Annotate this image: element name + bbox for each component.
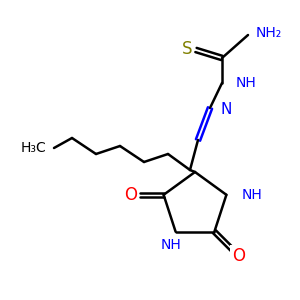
Text: S: S: [182, 40, 192, 58]
Text: O: O: [124, 186, 137, 204]
Text: O: O: [232, 247, 245, 265]
Text: N: N: [221, 103, 232, 118]
Text: NH: NH: [242, 188, 262, 202]
Text: NH: NH: [160, 238, 181, 252]
Text: NH: NH: [236, 76, 257, 90]
Text: NH₂: NH₂: [256, 26, 282, 40]
Text: H₃C: H₃C: [20, 141, 46, 155]
